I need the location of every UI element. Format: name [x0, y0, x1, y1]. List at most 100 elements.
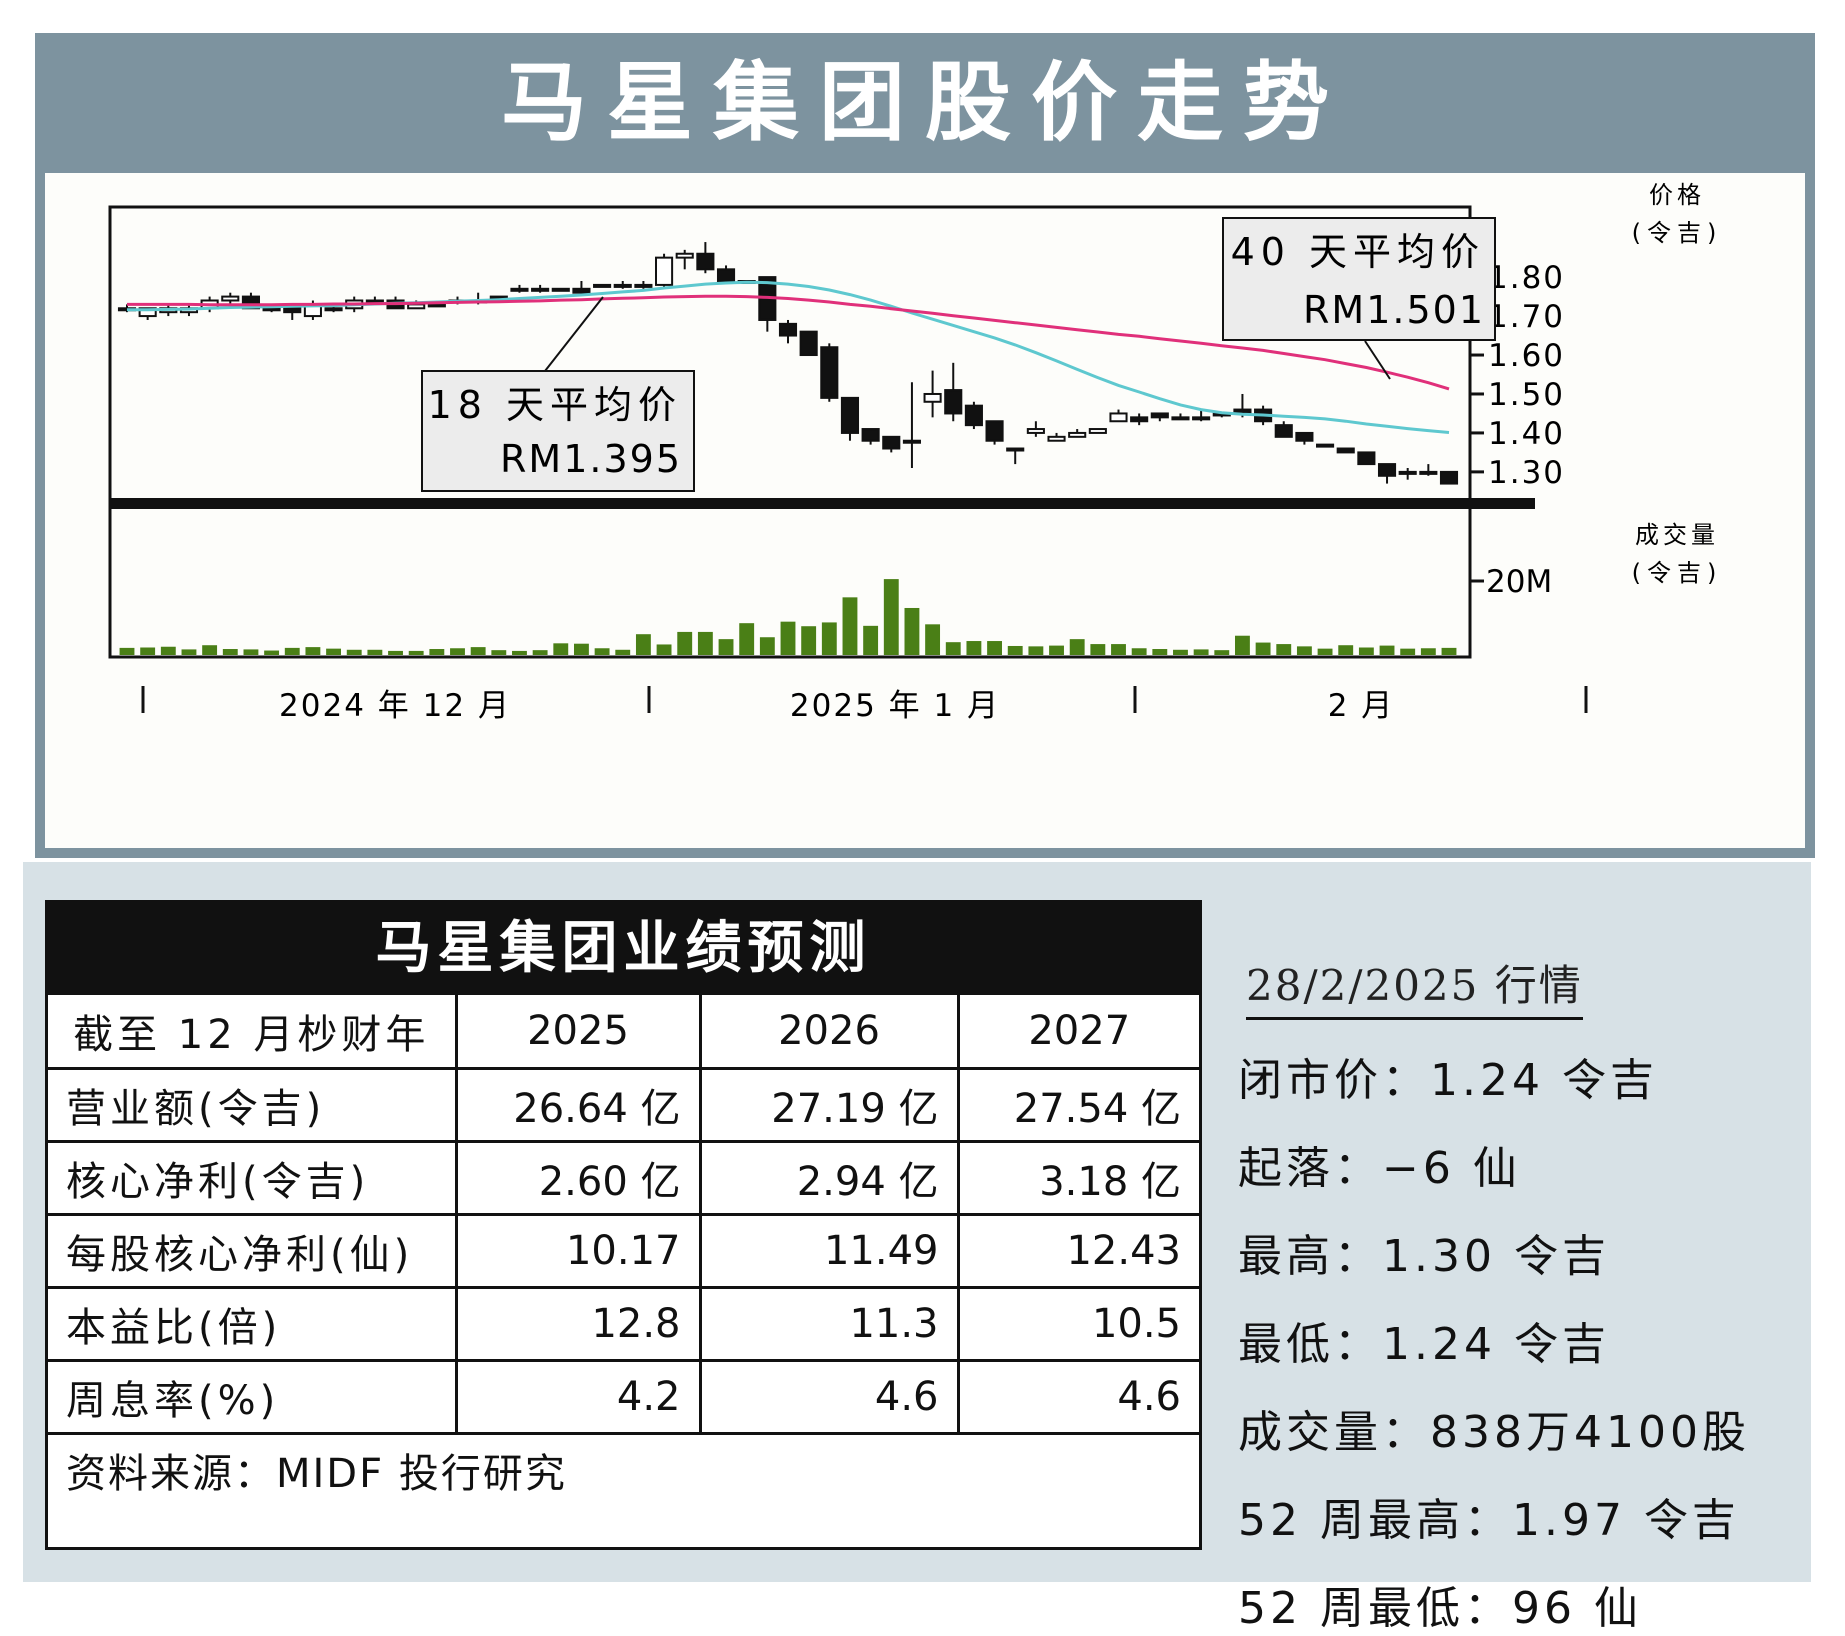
- candle-body: [634, 283, 653, 288]
- chart-panel: 马星集团股价走势 1.80 1.70 1.60 1.50 1.40 1.30 20M 18…: [35, 33, 1815, 858]
- volume-bar: [367, 649, 383, 655]
- candle-body: [1295, 431, 1314, 442]
- ma18-callout: 18 天平均价 RM1.395: [421, 370, 695, 492]
- volume-bar: [202, 645, 218, 655]
- volume-bar: [388, 650, 403, 655]
- price-tick-label: 1.50: [1488, 377, 1565, 413]
- market-item: 闭市价：1.24 令吉: [1238, 1055, 1658, 1106]
- price-tick-label: 1.60: [1488, 338, 1565, 374]
- volume-bar: [470, 647, 486, 655]
- volume-bar: [739, 623, 755, 655]
- forecast-header-row: 截至 12 月杪财年 2025 2026 2027: [48, 995, 1199, 1070]
- volume-bar: [656, 644, 672, 655]
- market-item: 起落：−6 仙: [1238, 1143, 1521, 1194]
- volume-bar: [821, 622, 837, 655]
- volume-bar: [429, 649, 445, 655]
- forecast-table: 截至 12 月杪财年 2025 2026 2027 营业额(令吉) 26.64 …: [48, 995, 1199, 1506]
- chart-title: 马星集团股价走势: [501, 53, 1349, 153]
- table-cell: 2.94 亿: [698, 1139, 960, 1216]
- chart-area: 1.80 1.70 1.60 1.50 1.40 1.30 20M 18 天平均价 RM1…: [45, 173, 1805, 848]
- price-tick-label: 1.70: [1488, 299, 1565, 335]
- candle-body: [593, 283, 612, 288]
- volume-bar: [883, 579, 899, 655]
- table-cell: 11.3: [698, 1285, 960, 1362]
- x-label-jan-2025: 2025 年 1 月: [790, 688, 1000, 724]
- price-axis-label-line1: 价格: [1649, 181, 1705, 209]
- candle-body: [861, 428, 880, 442]
- volume-bar: [1131, 648, 1147, 655]
- forecast-title: 马星集团业绩预测: [48, 903, 1199, 995]
- candle-body: [1398, 470, 1417, 475]
- market-item: 成交量：838万4100股: [1238, 1407, 1750, 1458]
- volume-bar: [1400, 648, 1416, 655]
- table-cell: 4.6: [956, 1358, 1199, 1435]
- volume-bar: [1049, 645, 1064, 655]
- volume-axis-label-line1: 成交量: [1635, 521, 1719, 549]
- candle-body: [944, 389, 963, 415]
- candle-body: [964, 404, 983, 427]
- candle-body: [427, 303, 446, 308]
- volume-bar: [635, 634, 651, 655]
- volume-bar: [1111, 644, 1126, 655]
- candle-body: [882, 435, 901, 450]
- volume-bar: [1069, 639, 1085, 655]
- volume-bar: [1317, 648, 1333, 655]
- volume-bar: [119, 647, 135, 655]
- volume-axis-label-line2: (令吉): [1632, 559, 1723, 587]
- volume-bar: [574, 643, 589, 655]
- volume-bar: [491, 650, 507, 655]
- x-axis-marks: 2024 年 12 月 2025 年 1 月 2 月: [141, 686, 1588, 724]
- table-cell: 3.18 亿: [956, 1139, 1199, 1216]
- volume-bar: [966, 641, 982, 655]
- row-label: 本益比(倍): [48, 1285, 458, 1362]
- table-row: 本益比(倍) 12.8 11.3 10.5: [48, 1285, 1199, 1362]
- ma40-callout-pointer: [1364, 340, 1391, 380]
- volume-bar: [346, 649, 362, 655]
- forecast-table-box: 马星集团业绩预测 截至 12 月杪财年 2025 2026 2027 营业额(令…: [45, 900, 1202, 1550]
- candle-body: [551, 287, 570, 292]
- volume-bar: [243, 649, 259, 655]
- volume-bar: [408, 650, 424, 655]
- volume-bar: [594, 648, 610, 655]
- volume-bar: [284, 647, 300, 655]
- candle-body: [696, 252, 715, 271]
- volume-bar: [553, 643, 569, 655]
- table-row: 营业额(令吉) 26.64 亿 27.19 亿 27.54 亿: [48, 1066, 1199, 1143]
- candle-body: [613, 283, 632, 288]
- ma40-value: RM1.501: [1303, 288, 1485, 332]
- table-cell: 4.6: [698, 1358, 960, 1435]
- volume-bar: [1441, 647, 1457, 655]
- price-tick-label: 1.40: [1488, 416, 1565, 452]
- volume-bar: [1358, 647, 1374, 655]
- volume-bar: [1420, 648, 1436, 655]
- stock-chart: 1.801.701.601.501.401.30 20M 18 天平均价 RM1…: [108, 181, 1723, 724]
- table-cell: 12.43: [956, 1212, 1199, 1289]
- volume-bar: [801, 626, 817, 655]
- candle-body: [1006, 447, 1025, 452]
- volume-bar: [945, 642, 961, 655]
- candle-body: [1439, 470, 1459, 485]
- volume-bar: [904, 607, 920, 655]
- volume-bar: [615, 649, 631, 655]
- ma40-line: [127, 294, 1450, 391]
- row-label: 营业额(令吉): [48, 1066, 458, 1143]
- candle-body: [1047, 435, 1066, 442]
- candle-body: [1171, 416, 1190, 421]
- candle-body: [1419, 470, 1438, 475]
- candle-body: [221, 295, 240, 302]
- header-cell: 2026: [698, 995, 960, 1070]
- volume-bar: [697, 631, 713, 655]
- volume-bar: [677, 631, 693, 655]
- volume-bar: [1235, 635, 1250, 655]
- table-cell: 26.64 亿: [454, 1066, 702, 1143]
- ma18-callout-box: [421, 370, 695, 492]
- candle-body: [902, 439, 921, 444]
- volume-bar: [450, 648, 465, 655]
- volume-bar: [780, 621, 796, 655]
- volume-bar: [305, 647, 321, 655]
- volume-bar: [718, 639, 734, 655]
- candle-body: [324, 307, 343, 312]
- candle-body: [1316, 443, 1335, 448]
- candle-body: [1274, 424, 1293, 438]
- table-row: 每股核心净利(仙) 10.17 11.49 12.43: [48, 1212, 1199, 1289]
